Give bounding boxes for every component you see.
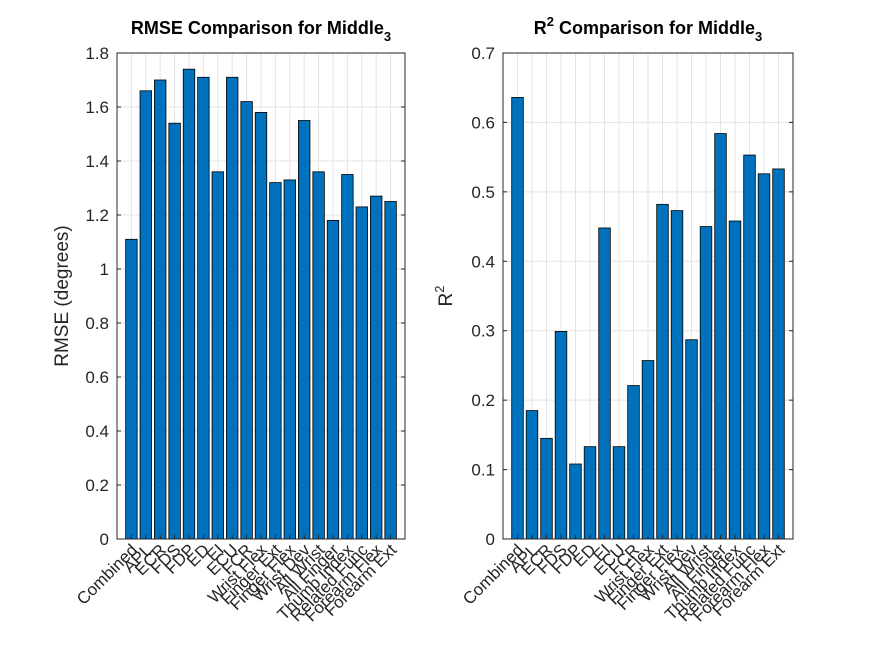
bar-ecu bbox=[226, 76, 239, 540]
y-tick-label: 0.6 bbox=[471, 113, 495, 132]
bar-ei bbox=[598, 227, 611, 540]
chart-title: RMSE Comparison for Middle3 bbox=[131, 18, 391, 44]
y-tick-label: 0.3 bbox=[471, 322, 495, 341]
y-tick-label: 0 bbox=[486, 530, 495, 549]
y-tick-label: 0 bbox=[100, 530, 109, 549]
bar-thumb-index bbox=[728, 220, 742, 540]
y-tick-label: 0.2 bbox=[471, 391, 495, 410]
bar-ecr bbox=[540, 437, 553, 540]
bar-finger-flex bbox=[283, 179, 296, 540]
bar-fds bbox=[554, 331, 568, 540]
chart-1: 00.20.40.60.811.21.41.61.8CombinedAPLECR… bbox=[52, 18, 406, 625]
bar-finger-flex bbox=[670, 210, 684, 540]
chart-title: R2 Comparison for Middle3 bbox=[534, 14, 762, 44]
chart-2: 00.10.20.30.40.50.60.7CombinedAPLECRFDSF… bbox=[432, 14, 794, 625]
bar-all-finger bbox=[326, 219, 340, 540]
bar-ed bbox=[583, 446, 597, 540]
y-tick-label: 0.4 bbox=[471, 252, 495, 271]
y-tick-label: 0.2 bbox=[85, 476, 109, 495]
y-tick-label: 0.5 bbox=[471, 183, 495, 202]
bar-forearm-flex bbox=[370, 195, 383, 540]
y-tick-label: 0.8 bbox=[85, 314, 109, 333]
bar-forearm-ext bbox=[384, 201, 397, 540]
bar-wrist-flex bbox=[254, 112, 268, 540]
bar-finger-ext bbox=[269, 182, 282, 540]
bar-ei bbox=[211, 171, 224, 540]
bar-apl bbox=[525, 410, 539, 540]
bar-forearm-ext bbox=[772, 168, 785, 540]
y-tick-label: 1.4 bbox=[85, 152, 109, 171]
bar-thumb-index bbox=[341, 174, 354, 540]
bar-all-wrist bbox=[699, 226, 713, 540]
y-tick-label: 1 bbox=[100, 260, 109, 279]
bar-wrist-dev bbox=[685, 339, 698, 540]
bar-ecu bbox=[612, 446, 626, 540]
bar-related-func bbox=[743, 154, 756, 540]
y-tick-label: 0.1 bbox=[471, 461, 495, 480]
bar-combined bbox=[125, 238, 138, 540]
bar-all-finger bbox=[714, 133, 727, 540]
bar-fdp bbox=[182, 68, 196, 540]
y-axis-label: RMSE (degrees) bbox=[52, 225, 73, 367]
bar-fcr bbox=[627, 385, 640, 540]
y-tick-label: 0.4 bbox=[85, 422, 109, 441]
y-axis-label: R2 bbox=[432, 286, 457, 307]
y-tick-label: 0.7 bbox=[471, 44, 495, 63]
bar-fds bbox=[168, 122, 181, 540]
bar-wrist-flex bbox=[641, 360, 655, 540]
y-tick-label: 0.6 bbox=[85, 368, 109, 387]
bar-fcr bbox=[240, 101, 253, 540]
y-tick-label: 1.2 bbox=[85, 206, 109, 225]
y-tick-label: 1.6 bbox=[85, 98, 109, 117]
bar-ecr bbox=[154, 79, 167, 540]
bar-ed bbox=[197, 76, 210, 540]
y-tick-label: 1.8 bbox=[85, 44, 109, 63]
bar-related-func bbox=[355, 206, 368, 540]
bar-combined bbox=[511, 97, 524, 540]
bar-apl bbox=[139, 90, 152, 540]
bar-all-wrist bbox=[312, 171, 325, 540]
bar-wrist-dev bbox=[298, 120, 311, 540]
bar-fdp bbox=[569, 463, 582, 540]
bar-forearm-flex bbox=[757, 173, 771, 540]
bar-finger-ext bbox=[656, 203, 669, 540]
